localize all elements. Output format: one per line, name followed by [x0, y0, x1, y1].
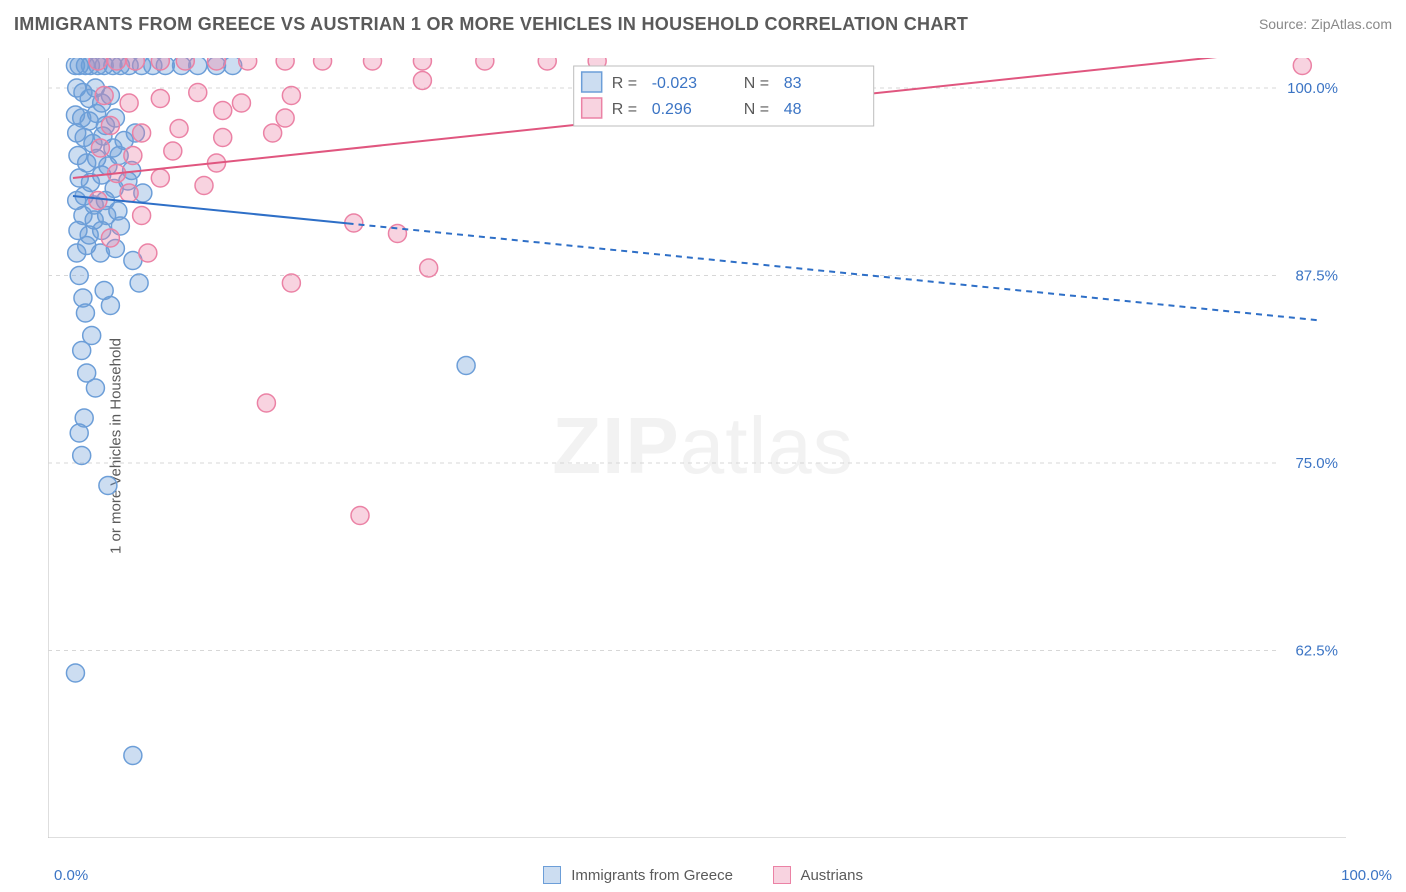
data-point [89, 192, 107, 210]
data-point [282, 274, 300, 292]
y-tick-label: 100.0% [1287, 80, 1338, 97]
plot-area: 62.5% 75.0% 87.5% 100.0% R = -0.023 N = 83 R = 0.… [48, 58, 1346, 843]
data-point [264, 124, 282, 142]
data-point [214, 102, 232, 120]
data-point [86, 379, 104, 397]
data-point [1293, 58, 1311, 75]
data-point [314, 58, 332, 70]
data-point [133, 207, 151, 225]
data-point [420, 259, 438, 277]
bottom-legend: Immigrants from Greece Austrians [0, 866, 1406, 884]
data-point [151, 90, 169, 108]
data-point [68, 244, 86, 262]
stats-box: R = -0.023 N = 83 R = 0.296 N = 48 [574, 66, 874, 126]
data-point [73, 342, 91, 360]
chart-title: IMMIGRANTS FROM GREECE VS AUSTRIAN 1 OR … [14, 14, 968, 35]
y-tick-label: 87.5% [1295, 268, 1338, 285]
data-point [214, 129, 232, 147]
data-point [351, 507, 369, 525]
data-point [66, 664, 84, 682]
scatter-plot-svg: 62.5% 75.0% 87.5% 100.0% R = -0.023 N = 83 R = 0.… [48, 58, 1346, 838]
data-point [189, 84, 207, 102]
data-point [232, 94, 250, 112]
data-point [101, 297, 119, 315]
data-point [195, 177, 213, 195]
data-point [413, 58, 431, 70]
data-point [282, 87, 300, 105]
data-point [151, 169, 169, 187]
legend-item-greece: Immigrants from Greece [543, 866, 733, 884]
data-point [124, 747, 142, 765]
data-point [151, 58, 169, 70]
svg-text:83: 83 [784, 75, 802, 92]
legend-item-austrians: Austrians [773, 866, 863, 884]
source-name[interactable]: ZipAtlas.com [1311, 16, 1392, 32]
legend-swatch-austrians [773, 866, 791, 884]
stats-swatch [582, 72, 602, 92]
trend-line-extrapolated [348, 223, 1322, 320]
data-point [538, 58, 556, 70]
data-point [91, 139, 109, 157]
legend-label-austrians: Austrians [800, 867, 863, 884]
source-label: Source: [1259, 16, 1307, 32]
data-point [176, 58, 194, 70]
svg-text:N =: N = [744, 101, 769, 118]
data-point [276, 109, 294, 127]
data-point [139, 244, 157, 262]
svg-text:-0.023: -0.023 [652, 75, 697, 92]
data-point [76, 304, 94, 322]
data-point [73, 447, 91, 465]
data-point [130, 274, 148, 292]
legend-label-greece: Immigrants from Greece [571, 867, 733, 884]
data-point [99, 477, 117, 495]
data-point [95, 87, 113, 105]
stats-swatch [582, 98, 602, 118]
data-point [101, 117, 119, 135]
data-point [239, 58, 257, 70]
svg-text:R =: R = [612, 75, 637, 92]
y-tick-label: 75.0% [1295, 455, 1338, 472]
data-point [388, 225, 406, 243]
data-point [120, 184, 138, 202]
data-point [207, 58, 225, 70]
data-point [108, 58, 126, 70]
svg-text:N =: N = [744, 75, 769, 92]
data-point [257, 394, 275, 412]
data-point [70, 424, 88, 442]
data-point [126, 58, 144, 70]
data-point [133, 124, 151, 142]
data-point [70, 267, 88, 285]
data-point [120, 94, 138, 112]
svg-text:R =: R = [612, 101, 637, 118]
legend-swatch-greece [543, 866, 561, 884]
svg-text:48: 48 [784, 101, 802, 118]
data-point [276, 58, 294, 70]
source-attribution: Source: ZipAtlas.com [1259, 16, 1392, 32]
data-point [89, 58, 107, 70]
data-point [124, 147, 142, 165]
data-point [413, 72, 431, 90]
svg-text:0.296: 0.296 [652, 101, 692, 118]
data-point [476, 58, 494, 70]
data-point [170, 120, 188, 138]
data-point [364, 58, 382, 70]
y-tick-label: 62.5% [1295, 643, 1338, 660]
data-point [457, 357, 475, 375]
data-point [164, 142, 182, 160]
data-point [101, 229, 119, 247]
